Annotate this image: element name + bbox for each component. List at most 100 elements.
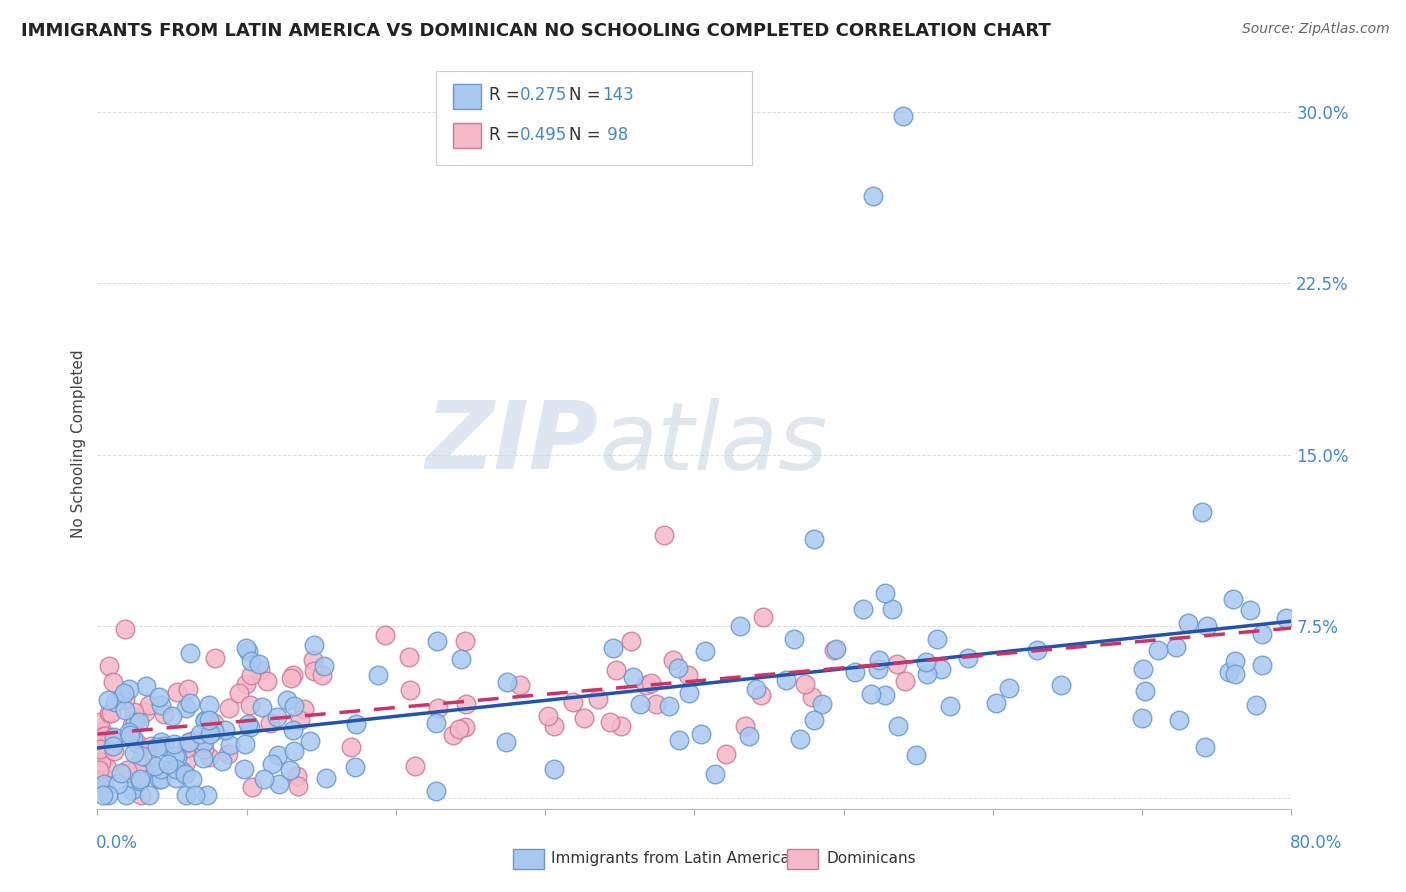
Point xyxy=(1164,640,1187,654)
Point xyxy=(276,693,298,707)
Point xyxy=(915,655,938,669)
Point xyxy=(166,685,188,699)
Point xyxy=(146,739,169,754)
Point xyxy=(280,671,302,685)
Point xyxy=(232,762,254,776)
Point xyxy=(281,667,304,681)
Point xyxy=(174,767,197,781)
Point xyxy=(654,527,676,541)
Point xyxy=(620,634,643,648)
Point xyxy=(101,739,124,754)
Point xyxy=(218,701,240,715)
Point xyxy=(1218,665,1240,679)
Point xyxy=(495,735,517,749)
Point xyxy=(131,749,153,764)
Point xyxy=(868,662,890,676)
Point xyxy=(179,646,201,660)
Point xyxy=(676,667,699,681)
Point xyxy=(811,698,834,712)
Text: Immigrants from Latin America: Immigrants from Latin America xyxy=(551,851,790,865)
Point xyxy=(605,663,627,677)
Text: R =: R = xyxy=(489,126,526,144)
Point xyxy=(662,653,685,667)
Point xyxy=(1223,667,1246,681)
Point xyxy=(267,777,290,791)
Point xyxy=(118,727,141,741)
Point xyxy=(121,782,143,797)
Point xyxy=(143,758,166,772)
Point xyxy=(775,673,797,688)
Point xyxy=(311,668,333,682)
Point xyxy=(138,789,160,803)
Point xyxy=(844,665,866,679)
Point xyxy=(793,677,815,691)
Point xyxy=(695,644,717,658)
Point xyxy=(586,692,609,706)
Point xyxy=(302,653,325,667)
Text: 98: 98 xyxy=(602,126,628,144)
Text: atlas: atlas xyxy=(599,398,827,489)
Point xyxy=(1132,711,1154,725)
Point xyxy=(266,710,288,724)
Point xyxy=(1194,740,1216,755)
Point xyxy=(859,687,882,701)
Point xyxy=(240,780,263,795)
Point xyxy=(252,700,274,714)
Point xyxy=(304,665,326,679)
Point xyxy=(574,711,596,725)
Point xyxy=(1132,662,1154,676)
Point xyxy=(149,698,172,713)
Point xyxy=(1191,505,1213,519)
Point xyxy=(166,750,188,764)
Point xyxy=(110,766,132,780)
Point xyxy=(640,675,662,690)
Point xyxy=(343,760,366,774)
Point xyxy=(149,735,172,749)
Point xyxy=(267,747,290,762)
Point xyxy=(96,761,118,775)
Point xyxy=(749,688,772,702)
Point xyxy=(425,715,447,730)
Point xyxy=(117,681,139,696)
Point xyxy=(100,731,122,745)
Point xyxy=(253,772,276,786)
Text: 0.495: 0.495 xyxy=(520,126,568,144)
Point xyxy=(537,709,560,723)
Point xyxy=(658,699,681,714)
Point xyxy=(238,717,260,731)
Text: IMMIGRANTS FROM LATIN AMERICA VS DOMINICAN NO SCHOOLING COMPLETED CORRELATION CH: IMMIGRANTS FROM LATIN AMERICA VS DOMINIC… xyxy=(21,22,1050,40)
Point xyxy=(628,697,651,711)
Point xyxy=(823,642,845,657)
Point xyxy=(599,715,621,730)
Point xyxy=(124,746,146,760)
Point xyxy=(153,739,176,753)
Point xyxy=(249,663,271,677)
Point xyxy=(247,657,270,671)
Point xyxy=(426,701,449,715)
Point xyxy=(129,789,152,803)
Point xyxy=(1250,657,1272,672)
Point xyxy=(214,723,236,737)
Point xyxy=(129,774,152,789)
Point xyxy=(283,698,305,713)
Point xyxy=(138,698,160,713)
Point xyxy=(1049,678,1071,692)
Text: 143: 143 xyxy=(602,87,634,104)
Point xyxy=(100,706,122,720)
Point xyxy=(893,674,915,689)
Point xyxy=(800,690,823,704)
Point xyxy=(278,763,301,777)
Point xyxy=(148,766,170,780)
Point xyxy=(176,789,198,803)
Point xyxy=(195,789,218,803)
Text: Source: ZipAtlas.com: Source: ZipAtlas.com xyxy=(1241,22,1389,37)
Point xyxy=(163,737,186,751)
Point xyxy=(103,744,125,758)
Point xyxy=(218,738,240,752)
Point xyxy=(1147,643,1170,657)
Point xyxy=(621,670,644,684)
Point xyxy=(107,777,129,791)
Point xyxy=(198,749,221,764)
Point xyxy=(610,719,633,733)
Point xyxy=(87,764,110,778)
